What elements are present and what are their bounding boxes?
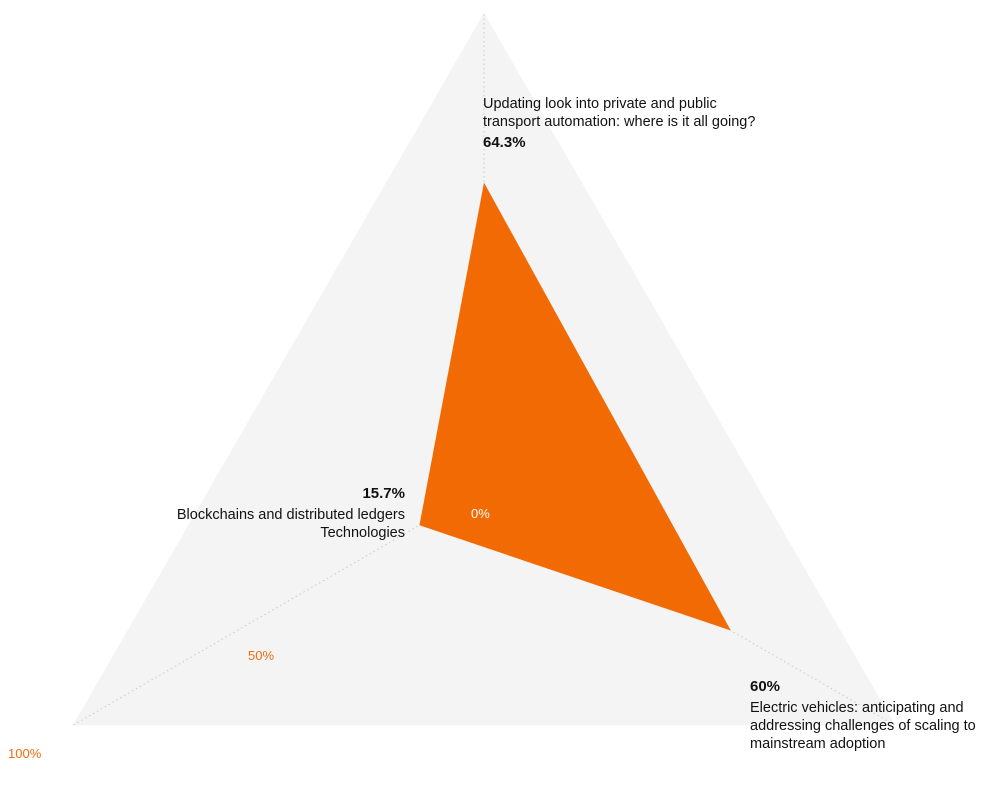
tick-label-0: 0% <box>471 506 490 521</box>
axis-3-value: 15.7% <box>362 485 405 502</box>
axis-2-title: Electric vehicles: anticipating and addr… <box>750 700 976 752</box>
axis-1-title: Updating look into private and public tr… <box>483 96 756 130</box>
tick-label-100: 100% <box>8 746 42 761</box>
axis-2-label: 60% Electric vehicles: anticipating and … <box>750 678 1005 753</box>
data-polygon <box>419 182 731 631</box>
axis-3-label: 15.7% Blockchains and distributed ledger… <box>168 485 405 542</box>
axis-2-value: 60% <box>750 678 781 695</box>
axis-3-title: Blockchains and distributed ledgers Tech… <box>176 507 405 541</box>
tick-label-50: 50% <box>248 648 275 663</box>
axis-1-label: Updating look into private and public tr… <box>483 95 783 152</box>
axis-1-value: 64.3% <box>483 134 526 151</box>
